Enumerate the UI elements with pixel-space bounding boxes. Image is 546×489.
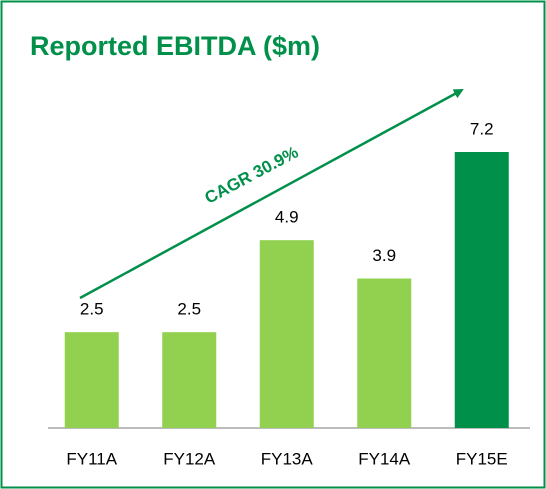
trend-arrow [79,88,464,300]
bar [357,278,412,428]
value-label: 4.9 [275,208,299,227]
x-tick-label: FY14A [358,449,411,468]
value-label: 2.5 [80,300,104,319]
value-label: 2.5 [177,300,201,319]
x-tick-label: FY15E [456,449,508,468]
bar [162,332,217,428]
x-tick-label: FY11A [66,449,117,468]
bar [64,332,119,428]
bar [454,152,509,428]
chart-title: Reported EBITDA ($m) [30,31,320,61]
x-tick-label: FY12A [163,449,216,468]
value-label: 7.2 [470,119,494,138]
bar [259,240,314,428]
value-label: 3.9 [372,246,396,265]
x-tick-label: FY13A [261,449,314,468]
